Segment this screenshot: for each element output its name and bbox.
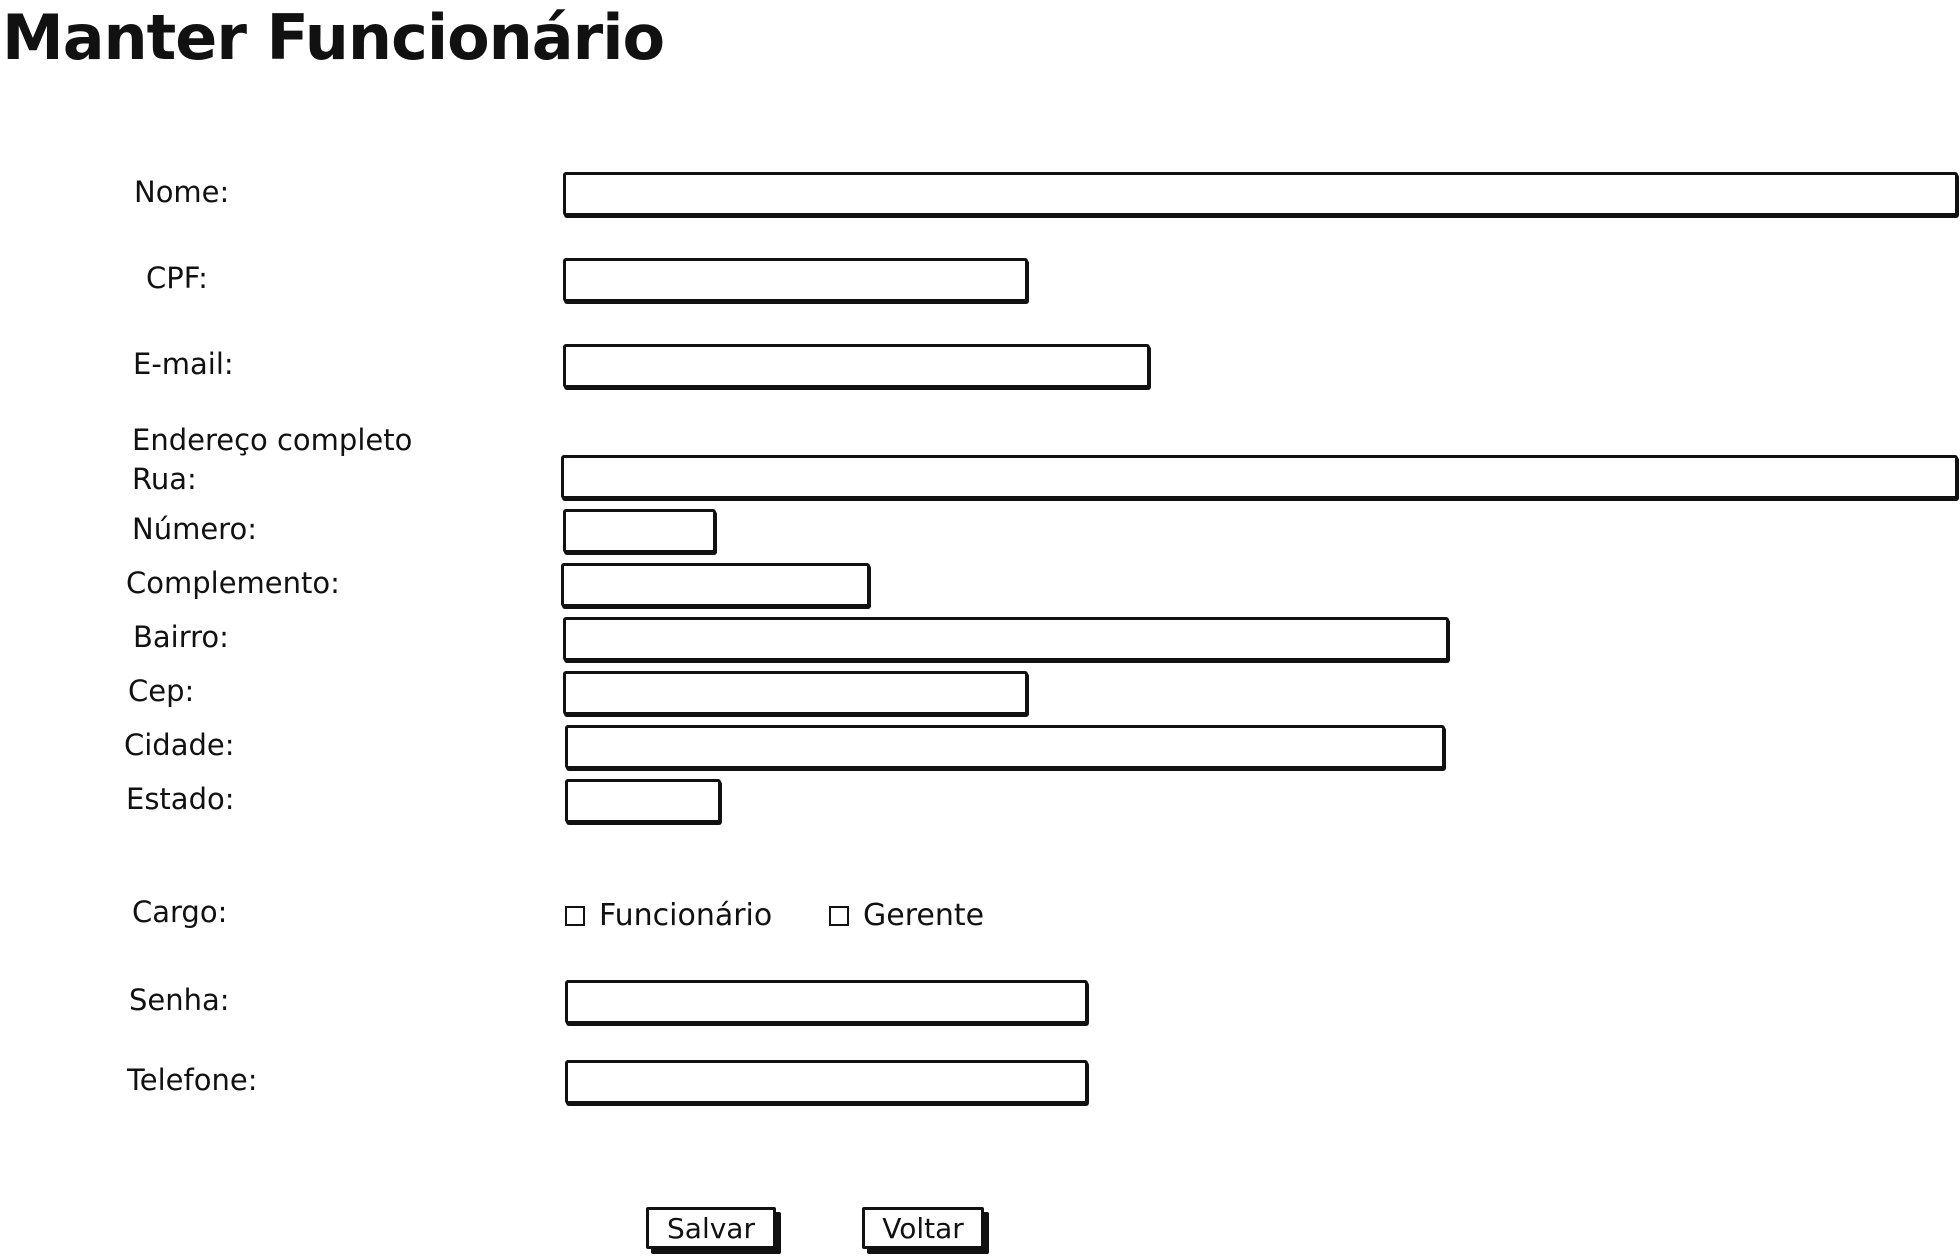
- cpf-field[interactable]: [563, 258, 1028, 302]
- back-button[interactable]: Voltar: [862, 1207, 984, 1249]
- cep-field[interactable]: [563, 671, 1028, 715]
- telefone-field[interactable]: [565, 1060, 1088, 1104]
- page-title: Manter Funcionário: [2, 1, 665, 74]
- cpf-label: CPF:: [146, 261, 208, 295]
- endereco-heading: Endereço completo: [132, 423, 413, 457]
- numero-field[interactable]: [563, 509, 716, 553]
- bairro-label: Bairro:: [133, 620, 229, 654]
- nome-label: Nome:: [134, 175, 230, 209]
- cargo-label: Cargo:: [132, 895, 228, 929]
- funcionario-option-label: Funcionário: [599, 898, 773, 933]
- senha-field[interactable]: [565, 980, 1088, 1024]
- email-label: E-mail:: [133, 347, 234, 381]
- rua-label: Rua:: [132, 462, 197, 496]
- nome-field[interactable]: [563, 172, 1958, 216]
- cargo-option-gerente[interactable]: Gerente: [829, 901, 984, 931]
- cep-label: Cep:: [128, 674, 195, 708]
- rua-field[interactable]: [561, 455, 1958, 499]
- complemento-label: Complemento:: [126, 566, 340, 600]
- gerente-checkbox[interactable]: [829, 906, 849, 926]
- gerente-option-label: Gerente: [863, 898, 985, 933]
- numero-label: Número:: [132, 512, 257, 546]
- complemento-field[interactable]: [561, 563, 870, 607]
- cargo-option-funcionario[interactable]: Funcionário: [565, 901, 772, 931]
- save-button[interactable]: Salvar: [646, 1207, 776, 1249]
- cidade-field[interactable]: [565, 725, 1445, 769]
- cidade-label: Cidade:: [124, 728, 235, 762]
- estado-label: Estado:: [126, 782, 235, 816]
- bairro-field[interactable]: [563, 617, 1449, 661]
- senha-label: Senha:: [129, 983, 230, 1017]
- telefone-label: Telefone:: [127, 1063, 258, 1097]
- funcionario-checkbox[interactable]: [565, 906, 585, 926]
- estado-field[interactable]: [565, 779, 721, 823]
- email-field[interactable]: [563, 344, 1150, 388]
